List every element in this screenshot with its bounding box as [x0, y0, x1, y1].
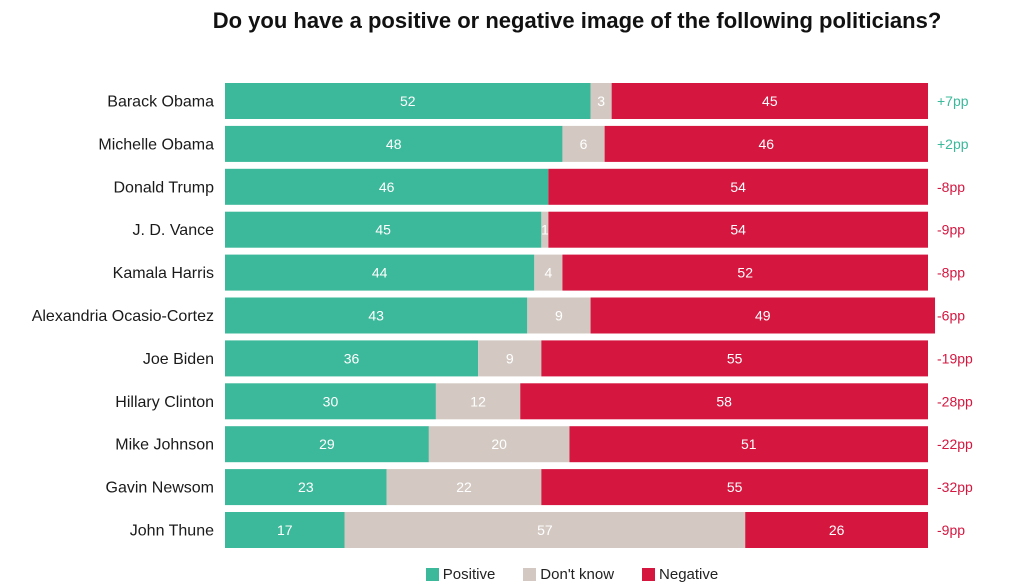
legend-swatch-positive [425, 568, 439, 581]
bar-positive-barack-obama [225, 83, 591, 119]
bar-positive-gavin-newsom [225, 469, 387, 506]
bar-negative-hillary-clinton [520, 383, 928, 420]
bar-negative-alexandria-ocasio-cortez [590, 297, 936, 334]
net-label-barack-obama: +7pp [937, 93, 969, 109]
bar-positive-mike-johnson [225, 426, 429, 463]
category-label-j-d-vance: J. D. Vance [132, 222, 214, 239]
bar-negative-j-d-vance [548, 211, 928, 248]
bar-positive-hillary-clinton [225, 383, 436, 420]
net-label-j-d-vance: -9pp [937, 222, 965, 238]
value-label-positive-michelle-obama: 48 [386, 136, 402, 152]
bar-positive-michelle-obama [225, 125, 563, 162]
value-label-positive-kamala-harris: 44 [372, 265, 388, 281]
bar-negative-gavin-newsom [541, 469, 928, 506]
category-label-hillary-clinton: Hillary Clinton [115, 394, 214, 411]
legend-label-negative: Negative [659, 566, 719, 583]
value-label-dont-know-j-d-vance: 1 [541, 222, 549, 238]
category-label-kamala-harris: Kamala Harris [113, 265, 214, 282]
value-label-positive-barack-obama: 52 [400, 93, 416, 109]
bar-positive-john-thune [225, 512, 345, 548]
bar-dont-know-mike-johnson [428, 426, 570, 463]
category-label-mike-johnson: Mike Johnson [115, 437, 214, 454]
bar-dont-know-barack-obama [590, 83, 612, 119]
category-label-donald-trump: Donald Trump [114, 179, 215, 196]
legend-label-dont-know: Don't know [540, 566, 615, 583]
value-label-dont-know-michelle-obama: 6 [580, 136, 588, 152]
category-label-john-thune: John Thune [130, 523, 214, 540]
legend-item-positive: Positive [425, 566, 496, 583]
legend-swatch-negative [642, 568, 656, 581]
value-label-positive-mike-johnson: 29 [319, 436, 335, 452]
value-label-positive-j-d-vance: 45 [375, 222, 391, 238]
value-label-negative-michelle-obama: 46 [759, 136, 775, 152]
value-label-dont-know-kamala-harris: 4 [544, 265, 552, 281]
net-label-hillary-clinton: -28pp [937, 393, 973, 409]
bar-dont-know-hillary-clinton [435, 383, 521, 420]
bar-negative-kamala-harris [562, 254, 928, 291]
net-label-john-thune: -9pp [937, 522, 965, 538]
net-label-joe-biden: -19pp [937, 350, 973, 366]
net-label-gavin-newsom: -32pp [937, 479, 973, 495]
value-label-dont-know-gavin-newsom: 22 [456, 479, 472, 495]
value-label-dont-know-joe-biden: 9 [506, 350, 514, 366]
bar-negative-donald-trump [548, 168, 928, 205]
value-label-positive-alexandria-ocasio-cortez: 43 [368, 308, 384, 324]
chart-svg: Barack Obama 52 3 45 +7pp Michelle Obama 48 6 46… [32, 83, 973, 548]
value-label-dont-know-mike-johnson: 20 [491, 436, 507, 452]
value-label-negative-barack-obama: 45 [762, 93, 778, 109]
category-label-gavin-newsom: Gavin Newsom [106, 480, 214, 497]
bar-negative-michelle-obama [604, 125, 928, 162]
legend-label-positive: Positive [442, 566, 496, 583]
bar-positive-alexandria-ocasio-cortez [225, 297, 528, 334]
bar-dont-know-j-d-vance [541, 211, 549, 248]
value-label-dont-know-hillary-clinton: 12 [470, 393, 486, 409]
value-label-positive-hillary-clinton: 30 [323, 393, 339, 409]
value-label-dont-know-alexandria-ocasio-cortez: 9 [555, 308, 563, 324]
net-label-alexandria-ocasio-cortez: -6pp [937, 308, 965, 324]
legend-item-dont-know: Don't know [523, 566, 614, 583]
bar-dont-know-kamala-harris [534, 254, 563, 291]
value-label-dont-know-barack-obama: 3 [597, 93, 605, 109]
legend-item-negative: Negative [642, 566, 718, 583]
bar-dont-know-alexandria-ocasio-cortez [527, 297, 591, 334]
bar-negative-mike-johnson [569, 426, 928, 463]
legend-swatch-dont-know [523, 568, 537, 581]
bar-negative-barack-obama [611, 83, 928, 119]
value-label-negative-gavin-newsom: 55 [727, 479, 743, 495]
bar-dont-know-joe-biden [478, 340, 542, 377]
category-label-barack-obama: Barack Obama [107, 94, 214, 111]
value-label-positive-donald-trump: 46 [379, 179, 395, 195]
chart-title: Do you have a positive or negative image… [212, 8, 942, 33]
value-label-negative-joe-biden: 55 [727, 350, 743, 366]
bar-positive-donald-trump [225, 168, 549, 205]
value-label-positive-joe-biden: 36 [344, 350, 360, 366]
category-label-michelle-obama: Michelle Obama [98, 136, 214, 153]
value-label-negative-kamala-harris: 52 [737, 265, 753, 281]
value-label-dont-know-john-thune: 57 [537, 522, 553, 538]
bar-positive-j-d-vance [225, 211, 542, 248]
bar-dont-know-gavin-newsom [386, 469, 542, 506]
value-label-negative-hillary-clinton: 58 [716, 393, 732, 409]
bar-dont-know-john-thune [344, 512, 746, 548]
net-label-mike-johnson: -22pp [937, 436, 973, 452]
bar-positive-joe-biden [225, 340, 479, 377]
value-label-negative-mike-johnson: 51 [741, 436, 757, 452]
value-label-positive-john-thune: 17 [277, 522, 293, 538]
net-label-michelle-obama: +2pp [937, 136, 969, 152]
category-label-alexandria-ocasio-cortez: Alexandria Ocasio-Cortez [32, 308, 214, 325]
bar-negative-john-thune [745, 512, 928, 548]
value-label-negative-donald-trump: 54 [730, 179, 746, 195]
net-label-kamala-harris: -8pp [937, 265, 965, 281]
legend: Positive Don't know Negative [0, 566, 1024, 583]
value-label-positive-gavin-newsom: 23 [298, 479, 314, 495]
value-label-negative-j-d-vance: 54 [730, 222, 746, 238]
value-label-negative-john-thune: 26 [829, 522, 845, 538]
value-label-negative-alexandria-ocasio-cortez: 49 [755, 308, 771, 324]
bar-positive-kamala-harris [225, 254, 535, 291]
bar-negative-joe-biden [541, 340, 928, 377]
net-label-donald-trump: -8pp [937, 179, 965, 195]
category-label-joe-biden: Joe Biden [143, 351, 214, 368]
bar-dont-know-michelle-obama [562, 125, 605, 162]
